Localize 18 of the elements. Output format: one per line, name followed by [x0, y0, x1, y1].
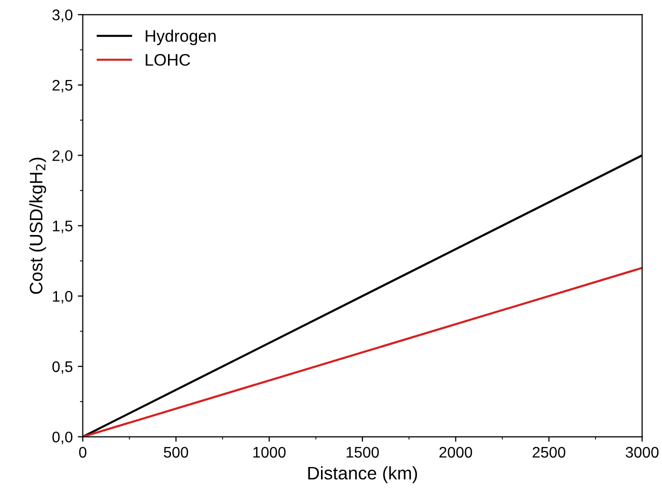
- y-tick-label: 1,5: [52, 220, 72, 234]
- y-tick-label: 2,0: [52, 150, 72, 163]
- legend-label: LOHC: [146, 54, 190, 66]
- x-axis-title: Distance (km): [308, 466, 418, 484]
- y-tick-label: 0,0: [52, 432, 72, 444]
- x-tick-label: 500: [164, 446, 188, 458]
- x-tick-label: 0: [79, 446, 86, 458]
- y-tick-label: 3,0: [52, 10, 72, 22]
- y-axis-title: Cost (USD/kgH$_{2}$): [29, 158, 46, 294]
- legend-label: Hydrogen: [146, 30, 216, 46]
- y-tick-label: 0,5: [52, 361, 72, 374]
- x-tick-label: 2500: [532, 446, 566, 458]
- x-tick-label: 2000: [439, 446, 472, 458]
- x-tick-label: 1000: [253, 446, 286, 458]
- y-tick-label: 1,0: [52, 290, 72, 304]
- x-tick-label: 1500: [346, 446, 379, 458]
- y-tick-label: 2,5: [52, 80, 72, 92]
- x-tick-label: 3000: [626, 446, 659, 458]
